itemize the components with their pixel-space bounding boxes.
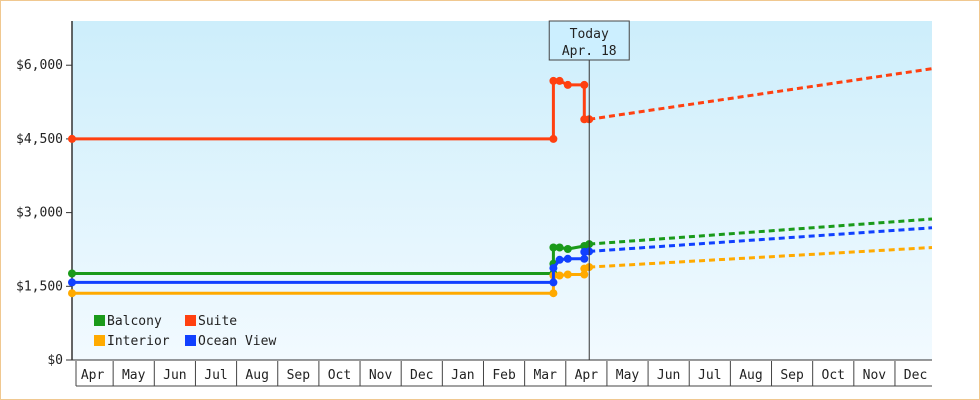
today-date: Apr. 18 <box>562 44 617 59</box>
x-tick-label: Aug <box>739 368 762 383</box>
y-tick-label: $4,500 <box>16 132 63 147</box>
x-tick-label: Oct <box>822 368 845 383</box>
y-tick-label: $6,000 <box>16 58 63 73</box>
y-tick-label: $1,500 <box>16 279 63 294</box>
series-forecast-ocean-view <box>589 226 933 253</box>
x-tick-label: Dec <box>410 368 433 383</box>
series-line-suite <box>72 79 590 141</box>
data-point-ocean-view[interactable] <box>563 254 572 263</box>
today-box <box>548 20 630 61</box>
x-tick-label: Apr <box>575 368 599 383</box>
series-forecast-suite <box>588 67 933 121</box>
legend-label-interior: Interior <box>107 334 170 349</box>
legend-label-balcony: Balcony <box>107 314 162 329</box>
data-point-ocean-view[interactable] <box>549 264 558 273</box>
x-tick-label: Jan <box>451 368 474 383</box>
data-point-ocean-view[interactable] <box>549 278 558 287</box>
y-tick-label: $0 <box>47 353 63 368</box>
x-tick-label: Dec <box>904 368 927 383</box>
x-tick-label: Aug <box>245 368 268 383</box>
data-point-interior[interactable] <box>580 270 589 279</box>
x-tick-label: May <box>122 368 146 383</box>
data-point-suite[interactable] <box>580 80 589 89</box>
x-tick-label: Jun <box>657 368 680 383</box>
data-point-suite[interactable] <box>549 134 558 143</box>
legend-swatch-ocean-view <box>185 335 196 346</box>
data-point-balcony[interactable] <box>549 243 558 252</box>
data-point-interior[interactable] <box>563 270 572 279</box>
data-point-suite[interactable] <box>68 134 76 143</box>
x-tick-label: Nov <box>369 368 393 383</box>
x-tick-label: Sep <box>287 368 311 383</box>
data-point-suite[interactable] <box>555 76 564 85</box>
today-label: Today <box>570 27 609 42</box>
legend-label-ocean-view: Ocean View <box>198 334 276 349</box>
x-tick-label: Jul <box>204 368 227 383</box>
x-tick-label: Jul <box>698 368 721 383</box>
data-point-suite[interactable] <box>549 76 558 85</box>
series-forecast-balcony <box>589 217 933 246</box>
data-point-ocean-view[interactable] <box>555 255 564 264</box>
x-tick-label: Apr <box>81 368 105 383</box>
x-tick-label: Jun <box>163 368 186 383</box>
data-point-balcony[interactable] <box>555 243 564 252</box>
data-point-interior[interactable] <box>555 271 564 280</box>
x-tick-label: Mar <box>533 368 557 383</box>
legend-swatch-suite <box>185 315 196 326</box>
x-tick-label: Sep <box>780 368 804 383</box>
x-tick-label: Nov <box>863 368 887 383</box>
legend-swatch-balcony <box>94 315 105 326</box>
data-point-balcony[interactable] <box>68 269 76 278</box>
data-point-balcony[interactable] <box>563 245 572 253</box>
data-point-ocean-view[interactable] <box>580 254 589 263</box>
y-tick-label: $3,000 <box>16 206 63 221</box>
data-point-interior[interactable] <box>549 289 558 298</box>
data-point-suite[interactable] <box>563 80 572 89</box>
plot-area <box>72 21 932 360</box>
legend-swatch-interior <box>94 335 105 346</box>
data-point-ocean-view[interactable] <box>68 278 76 287</box>
x-tick-label: Feb <box>492 368 516 383</box>
series-forecast-interior <box>589 246 933 269</box>
x-tick-label: Oct <box>328 368 351 383</box>
x-tick-label: May <box>616 368 640 383</box>
data-point-interior[interactable] <box>68 289 76 298</box>
legend-label-suite: Suite <box>198 314 237 329</box>
